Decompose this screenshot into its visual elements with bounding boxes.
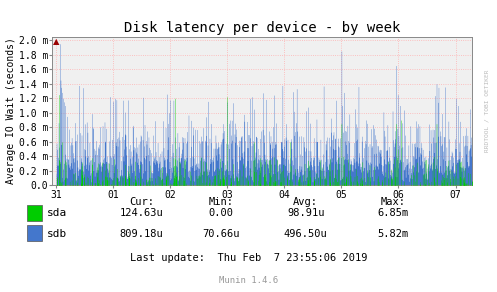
Text: RRDTOOL / TOBI OETIKER: RRDTOOL / TOBI OETIKER [485,70,490,152]
Text: sdb: sdb [47,229,68,239]
Y-axis label: Average IO Wait (seconds): Average IO Wait (seconds) [6,38,16,184]
Text: 6.85m: 6.85m [377,208,408,218]
Text: 496.50u: 496.50u [284,229,328,239]
Text: Last update:  Thu Feb  7 23:55:06 2019: Last update: Thu Feb 7 23:55:06 2019 [130,253,367,263]
Text: 124.63u: 124.63u [120,208,164,218]
Text: 0.00: 0.00 [209,208,234,218]
Text: Cur:: Cur: [129,197,154,207]
Text: 98.91u: 98.91u [287,208,325,218]
Text: 70.66u: 70.66u [202,229,240,239]
Title: Disk latency per device - by week: Disk latency per device - by week [124,21,401,35]
Text: ▲: ▲ [53,37,60,46]
Text: 809.18u: 809.18u [120,229,164,239]
Text: Munin 1.4.6: Munin 1.4.6 [219,276,278,285]
Text: Avg:: Avg: [293,197,318,207]
Text: 5.82m: 5.82m [377,229,408,239]
Text: Max:: Max: [380,197,405,207]
Text: Min:: Min: [209,197,234,207]
Text: sda: sda [47,208,68,218]
